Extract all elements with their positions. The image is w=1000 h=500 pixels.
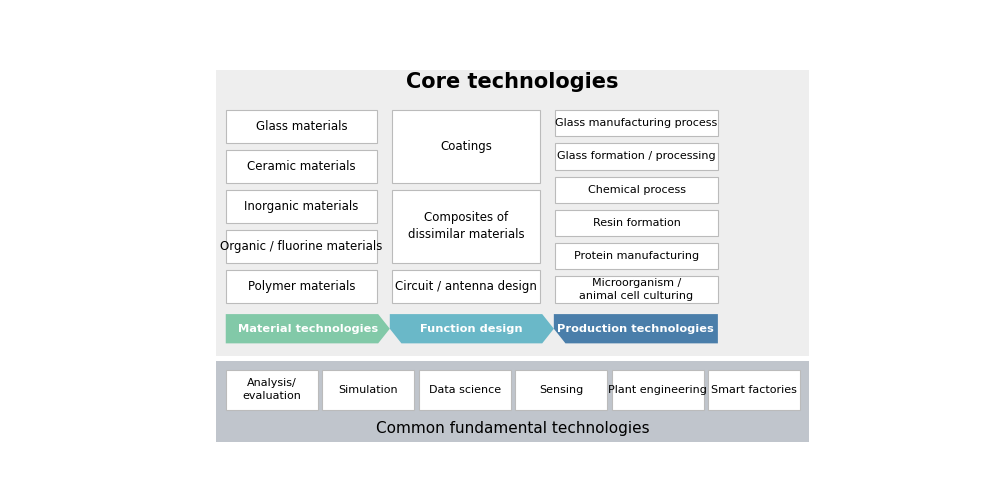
Polygon shape	[554, 314, 718, 344]
FancyBboxPatch shape	[555, 243, 718, 270]
Text: Plant engineering: Plant engineering	[608, 384, 707, 394]
FancyBboxPatch shape	[226, 150, 377, 183]
Text: Protein manufacturing: Protein manufacturing	[574, 251, 699, 261]
Text: Composites of
dissimilar materials: Composites of dissimilar materials	[408, 211, 524, 241]
FancyBboxPatch shape	[555, 210, 718, 236]
Text: Coatings: Coatings	[440, 140, 492, 153]
FancyBboxPatch shape	[555, 276, 718, 302]
Text: Circuit / antenna design: Circuit / antenna design	[395, 280, 537, 292]
Text: Analysis/
evaluation: Analysis/ evaluation	[242, 378, 301, 401]
Polygon shape	[226, 314, 390, 344]
Text: Organic / fluorine materials: Organic / fluorine materials	[220, 240, 382, 252]
Text: Core technologies: Core technologies	[406, 72, 619, 92]
FancyBboxPatch shape	[392, 270, 540, 302]
FancyBboxPatch shape	[515, 370, 607, 410]
FancyBboxPatch shape	[216, 70, 809, 356]
FancyBboxPatch shape	[392, 110, 540, 183]
Text: Polymer materials: Polymer materials	[248, 280, 355, 292]
Text: Simulation: Simulation	[338, 384, 398, 394]
Text: Production technologies: Production technologies	[557, 324, 714, 334]
FancyBboxPatch shape	[226, 370, 318, 410]
Text: Glass materials: Glass materials	[256, 120, 347, 133]
FancyBboxPatch shape	[392, 190, 540, 262]
Text: Function design: Function design	[420, 324, 523, 334]
FancyBboxPatch shape	[216, 361, 809, 442]
Text: Inorganic materials: Inorganic materials	[244, 200, 358, 213]
Text: Microorganism /
animal cell culturing: Microorganism / animal cell culturing	[579, 278, 694, 301]
Text: Common fundamental technologies: Common fundamental technologies	[376, 420, 649, 436]
FancyBboxPatch shape	[226, 190, 377, 223]
Text: Chemical process: Chemical process	[588, 184, 686, 194]
FancyBboxPatch shape	[226, 230, 377, 262]
FancyBboxPatch shape	[555, 144, 718, 170]
Text: Resin formation: Resin formation	[593, 218, 680, 228]
Text: Glass manufacturing process: Glass manufacturing process	[555, 118, 718, 128]
Text: Smart factories: Smart factories	[711, 384, 797, 394]
FancyBboxPatch shape	[322, 370, 414, 410]
FancyBboxPatch shape	[419, 370, 511, 410]
Polygon shape	[390, 314, 554, 344]
Text: Material technologies: Material technologies	[238, 324, 378, 334]
FancyBboxPatch shape	[226, 270, 377, 302]
FancyBboxPatch shape	[226, 110, 377, 143]
FancyBboxPatch shape	[555, 110, 718, 136]
FancyBboxPatch shape	[612, 370, 704, 410]
Text: Sensing: Sensing	[539, 384, 583, 394]
Text: Data science: Data science	[429, 384, 501, 394]
FancyBboxPatch shape	[708, 370, 800, 410]
Text: Ceramic materials: Ceramic materials	[247, 160, 356, 173]
Text: Glass formation / processing: Glass formation / processing	[557, 152, 716, 162]
FancyBboxPatch shape	[555, 176, 718, 203]
